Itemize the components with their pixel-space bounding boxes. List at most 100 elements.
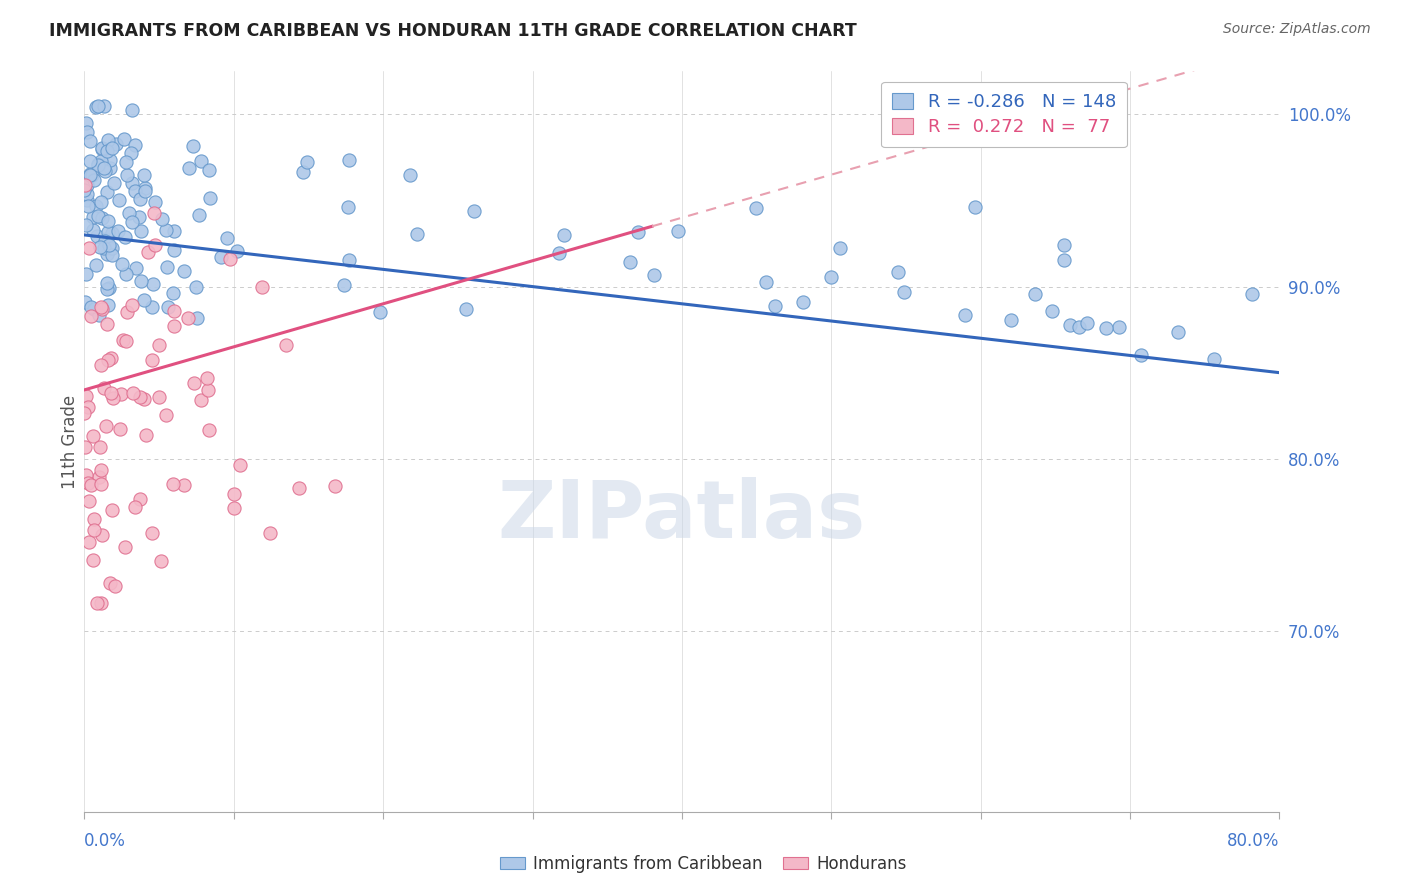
Point — [1059, 318, 1081, 332]
Point — [90, 211, 112, 225]
Point — [76, 186, 98, 201]
Point — [76, 389, 98, 403]
Point — [141, 352, 163, 367]
Point — [79, 477, 101, 491]
Point — [97, 213, 120, 227]
Point — [157, 301, 180, 315]
Text: ZIPatlas: ZIPatlas — [498, 476, 866, 555]
Point — [129, 224, 152, 238]
Point — [197, 384, 219, 398]
Point — [101, 226, 124, 240]
Point — [953, 308, 976, 322]
Point — [1053, 237, 1076, 252]
Point — [87, 308, 110, 322]
Point — [115, 154, 138, 169]
Point — [86, 99, 108, 113]
Point — [101, 248, 124, 262]
Point — [111, 257, 134, 271]
Point — [1069, 320, 1091, 334]
Point — [98, 161, 121, 176]
Point — [98, 242, 121, 256]
Point — [186, 280, 208, 294]
Point — [97, 298, 120, 312]
Point — [121, 215, 143, 229]
Point — [77, 494, 100, 508]
Point — [323, 478, 346, 492]
Point — [128, 390, 150, 404]
Point — [129, 274, 152, 288]
Point — [79, 153, 101, 168]
Point — [117, 168, 139, 182]
Point — [87, 158, 110, 172]
Point — [463, 203, 485, 218]
Point — [190, 153, 212, 168]
Point — [73, 178, 96, 192]
Point — [456, 302, 478, 317]
Point — [114, 267, 136, 281]
Point — [332, 278, 354, 293]
Point — [225, 244, 247, 258]
Point — [104, 579, 127, 593]
Point — [886, 265, 908, 279]
Point — [96, 317, 118, 331]
Legend: R = -0.286   N = 148, R =  0.272   N =  77: R = -0.286 N = 148, R = 0.272 N = 77 — [882, 82, 1128, 147]
Point — [229, 458, 252, 472]
Y-axis label: 11th Grade: 11th Grade — [60, 394, 79, 489]
Point — [94, 163, 117, 178]
Point — [1000, 313, 1022, 327]
Point — [96, 247, 118, 261]
Point — [288, 481, 311, 495]
Point — [553, 227, 575, 242]
Point — [77, 199, 100, 213]
Point — [132, 293, 155, 307]
Point — [77, 401, 100, 415]
Point — [93, 161, 115, 175]
Point — [80, 168, 103, 182]
Point — [162, 304, 184, 318]
Point — [406, 227, 429, 241]
Point — [141, 300, 163, 314]
Point — [83, 512, 105, 526]
Point — [197, 423, 219, 437]
Point — [82, 553, 104, 567]
Point — [163, 319, 186, 334]
Point — [121, 298, 143, 312]
Point — [79, 135, 101, 149]
Point — [93, 381, 115, 395]
Point — [145, 237, 167, 252]
Point — [83, 173, 105, 187]
Point — [148, 338, 170, 352]
Point — [97, 281, 120, 295]
Point — [177, 161, 200, 175]
Point — [252, 280, 274, 294]
Point — [112, 333, 135, 347]
Point — [291, 165, 314, 179]
Point — [619, 255, 641, 269]
Point — [97, 133, 120, 147]
Point — [73, 406, 96, 420]
Point — [129, 491, 152, 506]
Point — [399, 168, 422, 182]
Point — [98, 575, 121, 590]
Point — [101, 242, 124, 256]
Point — [148, 390, 170, 404]
Point — [98, 237, 121, 252]
Point — [118, 206, 141, 220]
Point — [121, 176, 143, 190]
Point — [76, 178, 98, 193]
Point — [75, 467, 97, 482]
Point — [90, 141, 112, 155]
Point — [124, 138, 146, 153]
Point — [1024, 287, 1046, 301]
Point — [90, 194, 112, 209]
Point — [91, 143, 114, 157]
Point — [100, 351, 122, 366]
Point — [162, 286, 184, 301]
Point — [173, 478, 195, 492]
Text: IMMIGRANTS FROM CARIBBEAN VS HONDURAN 11TH GRADE CORRELATION CHART: IMMIGRANTS FROM CARIBBEAN VS HONDURAN 11… — [49, 22, 858, 40]
Point — [370, 305, 392, 319]
Point — [136, 245, 159, 260]
Point — [1076, 316, 1098, 330]
Text: 80.0%: 80.0% — [1227, 832, 1279, 850]
Point — [129, 192, 152, 206]
